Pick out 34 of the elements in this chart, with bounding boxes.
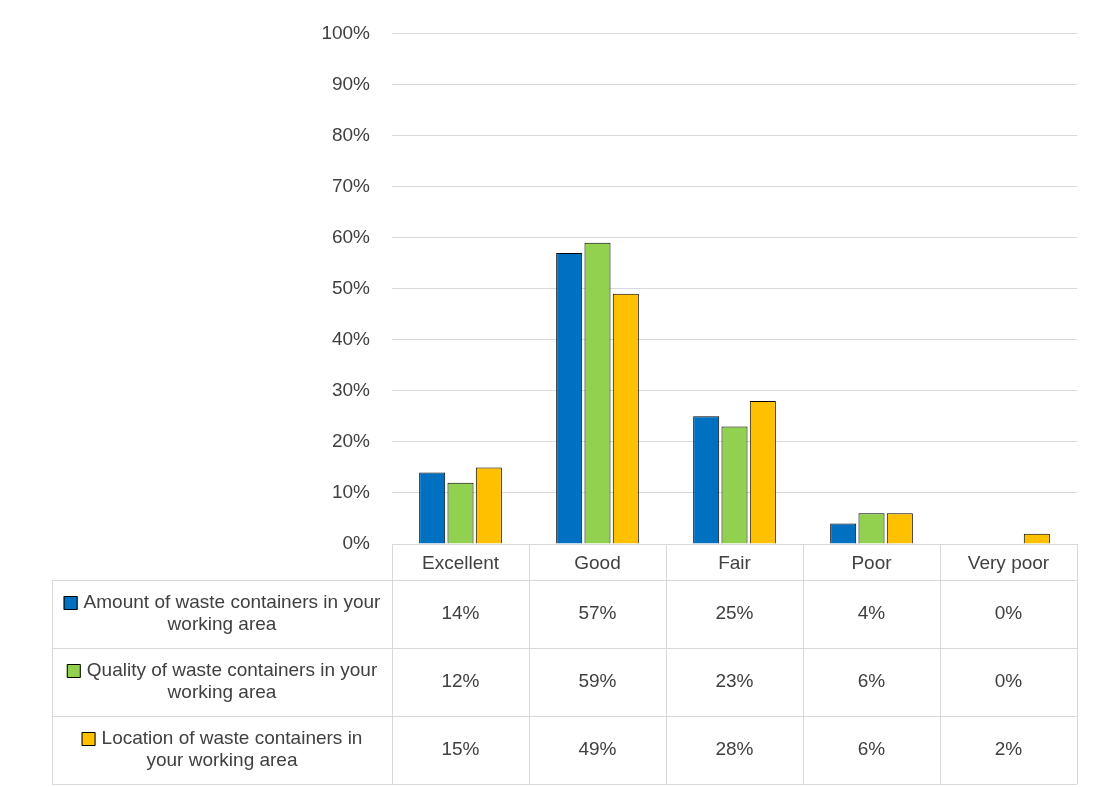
data-label: 23% <box>715 670 754 692</box>
y-tick-label: 70% <box>331 174 371 196</box>
data-label: 28% <box>715 738 754 760</box>
data-label: 57% <box>578 602 617 624</box>
x-tick-label: Poor <box>851 551 893 573</box>
data-label: 15% <box>441 738 480 760</box>
data-label: 6% <box>857 738 886 760</box>
legend-label: Location of waste containers in your working area <box>101 727 363 771</box>
x-tick-label: Good <box>574 551 621 573</box>
y-tick-label: 10% <box>331 481 371 503</box>
data-label: 2% <box>994 738 1023 760</box>
data-label: 6% <box>857 670 886 692</box>
data-label: 25% <box>715 602 754 624</box>
x-tick-label: Excellent <box>421 551 500 573</box>
y-tick-label: 90% <box>331 72 371 94</box>
legend-label: Amount of waste containers in your working area <box>83 591 382 635</box>
x-tick-label: Fair <box>718 551 752 573</box>
y-tick-label: 100% <box>321 21 371 43</box>
x-tick-label: Very poor <box>967 551 1050 573</box>
data-label: 49% <box>578 738 617 760</box>
y-tick-label: 30% <box>331 379 371 401</box>
y-tick-label: 0% <box>342 532 371 554</box>
data-label: 14% <box>441 602 480 624</box>
y-tick-label: 40% <box>331 327 371 349</box>
data-label: 0% <box>994 602 1023 624</box>
data-label: 59% <box>578 670 617 692</box>
y-tick-label: 20% <box>331 430 371 452</box>
legend-label: Quality of waste containers in your working area <box>86 659 378 703</box>
data-label: 4% <box>857 602 886 624</box>
y-tick-label: 80% <box>331 123 371 145</box>
y-tick-label: 60% <box>331 225 371 247</box>
data-label: 0% <box>994 670 1023 692</box>
y-tick-label: 50% <box>331 276 371 298</box>
data-label: 12% <box>441 670 480 692</box>
